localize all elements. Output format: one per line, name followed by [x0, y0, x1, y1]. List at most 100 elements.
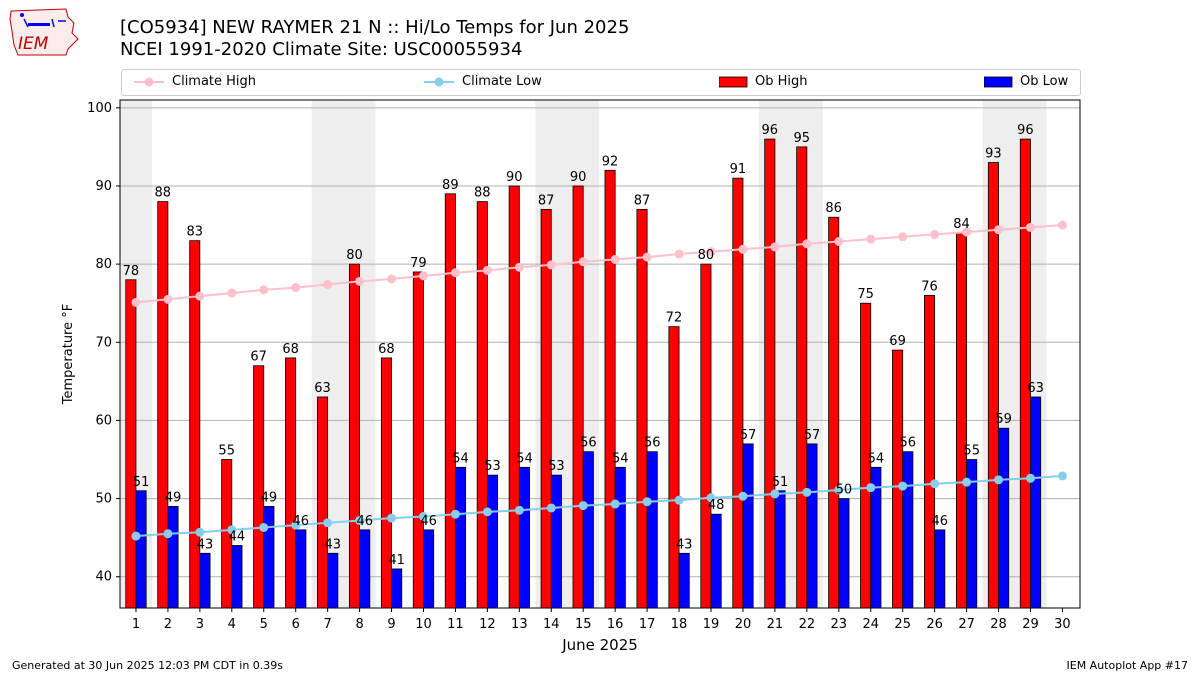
x-tick-label: 21	[767, 617, 784, 632]
ob-low-bar	[231, 545, 243, 609]
ob-high-value-label: 78	[123, 264, 140, 279]
x-tick-label: 2	[164, 617, 172, 632]
ob-low-value-label: 50	[836, 483, 853, 498]
climate-high-point	[514, 262, 524, 272]
climate-low-point	[514, 505, 524, 515]
ob-low-bar	[1030, 396, 1042, 609]
ob-low-value-label: 43	[197, 537, 214, 552]
ob-high-bar	[157, 201, 169, 609]
ob-high-value-label: 88	[474, 186, 491, 201]
climate-high-point	[227, 288, 237, 298]
ob-high-bar	[668, 326, 680, 609]
ob-low-bar	[295, 529, 307, 609]
x-tick-label: 10	[415, 617, 432, 632]
ob-high-bar	[540, 209, 552, 609]
ob-low-bar	[774, 490, 786, 609]
x-tick-label: 8	[355, 617, 363, 632]
climate-low-point	[738, 491, 748, 501]
climate-high-point	[1025, 222, 1035, 232]
climate-high-point	[962, 227, 972, 237]
x-tick-label: 15	[575, 617, 592, 632]
ob-high-value-label: 68	[378, 342, 395, 357]
climate-high-point	[418, 271, 428, 281]
ob-high-value-label: 88	[155, 186, 172, 201]
x-tick-label: 13	[511, 617, 528, 632]
ob-high-bar	[796, 146, 808, 609]
x-tick-label: 4	[228, 617, 236, 632]
climate-low-point	[610, 499, 620, 509]
ob-high-bar	[476, 201, 488, 609]
ob-low-value-label: 43	[676, 537, 693, 552]
y-tick-label: 70	[95, 335, 112, 350]
climate-low-point	[259, 523, 269, 533]
climate-high-point	[387, 274, 397, 284]
legend-climate-high: Climate High	[134, 74, 256, 90]
climate-high-point	[706, 247, 716, 257]
ob-low-bar	[742, 443, 754, 609]
ob-low-bar	[934, 529, 946, 609]
climate-high-point	[546, 260, 556, 270]
ob-high-value-label: 80	[346, 248, 363, 263]
ob-high-value-label: 95	[793, 131, 810, 146]
x-tick-label: 17	[639, 617, 656, 632]
ob-high-value-label: 93	[985, 147, 1002, 162]
ob-low-value-label: 53	[548, 459, 565, 474]
climate-low-point	[546, 503, 556, 513]
ob-high-bar	[636, 209, 648, 609]
ob-low-value-label: 46	[356, 514, 373, 529]
climate-high-point	[930, 229, 940, 239]
ob-low-bar	[518, 466, 530, 609]
climate-low-point	[418, 512, 428, 522]
ob-high-value-label: 92	[602, 154, 619, 169]
legend-ob-high-label: Ob High	[755, 74, 808, 89]
x-axis-label: June 2025	[561, 636, 638, 654]
climate-low-point	[642, 497, 652, 507]
y-tick-label: 60	[95, 413, 112, 428]
ob-low-value-label: 46	[420, 514, 437, 529]
ob-high-bar	[828, 216, 840, 609]
ob-low-value-label: 57	[804, 428, 821, 443]
ob-low-value-label: 53	[484, 459, 501, 474]
x-tick-label: 22	[799, 617, 816, 632]
ob-high-bar	[764, 138, 776, 609]
ob-high-value-label: 87	[634, 193, 651, 208]
ob-low-value-label: 54	[452, 451, 469, 466]
footer-generated: Generated at 30 Jun 2025 12:03 PM CDT in…	[12, 659, 284, 672]
ob-low-bar	[391, 568, 403, 609]
climate-high-point	[834, 236, 844, 246]
footer-app: IEM Autoplot App #17	[1066, 659, 1189, 672]
ob-low-bar	[678, 552, 690, 609]
climate-low-point	[450, 509, 460, 519]
climate-low-point	[227, 525, 237, 535]
climate-high-point	[866, 234, 876, 244]
climate-high-point	[450, 268, 460, 278]
ob-low-value-label: 48	[708, 498, 725, 513]
climate-low-point	[323, 518, 333, 528]
climate-low-point	[355, 515, 365, 525]
ob-high-value-label: 90	[506, 170, 523, 185]
ob-high-value-label: 75	[857, 287, 874, 302]
y-tick-label: 80	[95, 257, 112, 272]
climate-high-point	[578, 257, 588, 267]
x-tick-label: 18	[671, 617, 688, 632]
climate-high-point	[259, 285, 269, 295]
ob-low-value-label: 51	[772, 475, 789, 490]
ob-high-value-label: 68	[282, 342, 299, 357]
legend-ob-high: Ob High	[718, 74, 808, 90]
x-tick-label: 19	[703, 617, 720, 632]
x-tick-label: 11	[447, 617, 464, 632]
climate-high-point	[770, 242, 780, 252]
x-tick-label: 25	[894, 617, 911, 632]
climate-low-point	[1057, 471, 1067, 481]
ob-high-value-label: 69	[889, 334, 906, 349]
x-tick-label: 24	[862, 617, 879, 632]
y-axis-label: Temperature °F	[61, 304, 76, 405]
ob-high-bar	[955, 232, 967, 609]
chart-title: [CO5934] NEW RAYMER 21 N :: Hi/Lo Temps …	[120, 17, 630, 38]
ob-high-bar	[700, 263, 712, 609]
ob-low-value-label: 54	[612, 451, 629, 466]
x-tick-label: 6	[292, 617, 300, 632]
ob-low-bar	[998, 427, 1010, 609]
climate-low-point	[163, 529, 173, 539]
